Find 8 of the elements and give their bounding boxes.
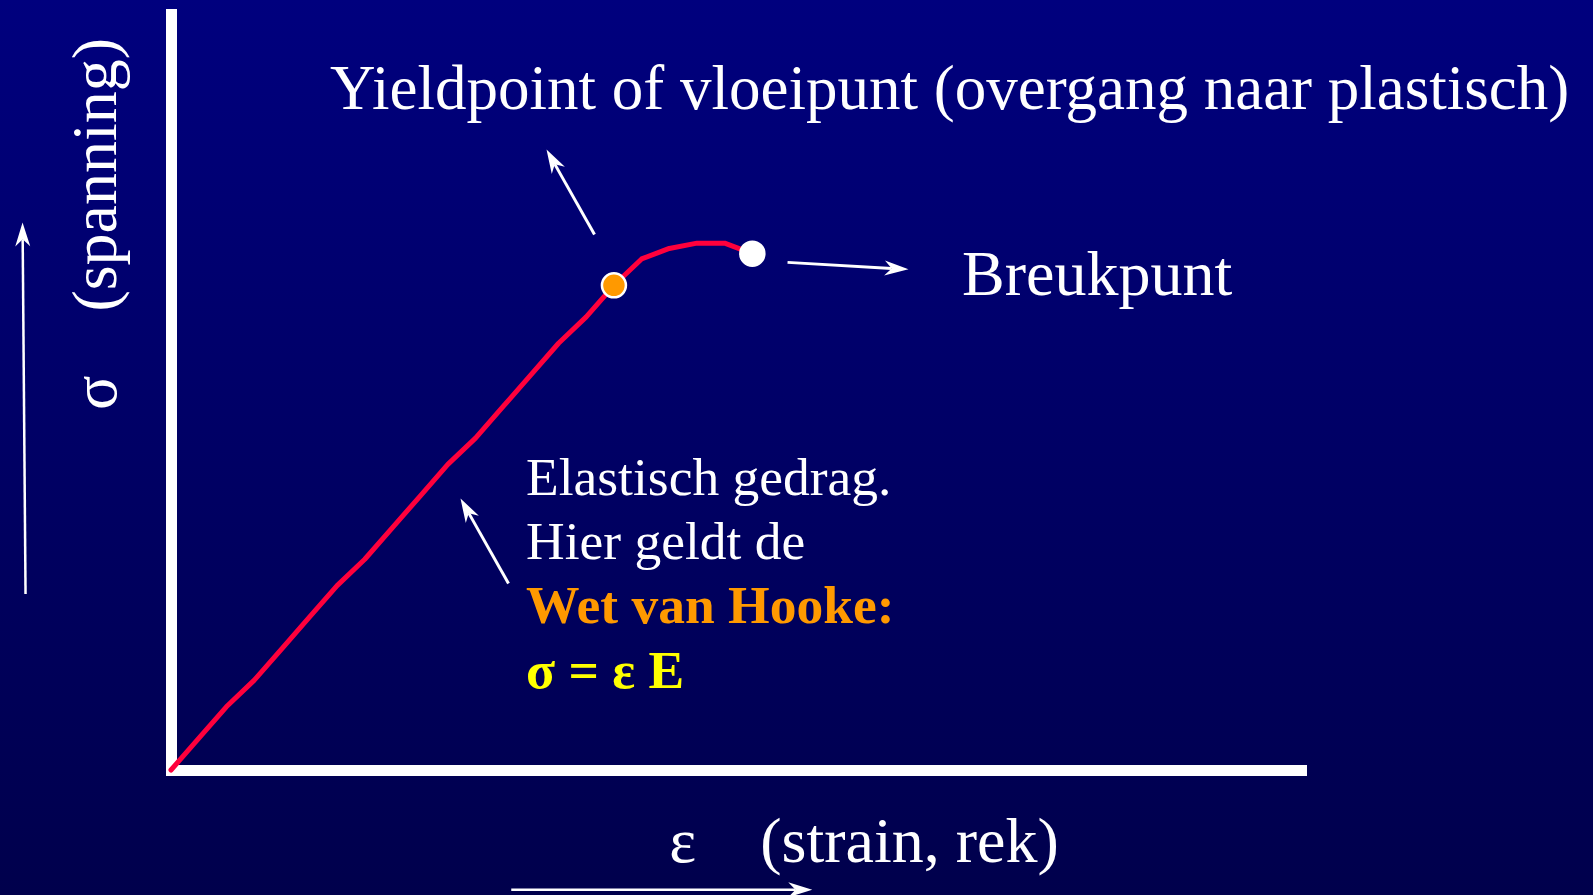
annotation: Elastisch gedrag.	[526, 447, 892, 507]
annotation: σ = ε E	[526, 640, 685, 700]
annotation: Breukpunt	[962, 238, 1233, 309]
y-axis-title: σ (spanning)	[59, 37, 130, 411]
annotation: Wet van Hooke:	[526, 575, 895, 635]
annotation: Hier geldt de	[526, 511, 806, 571]
x-axis-title: ε (strain, rek)	[669, 805, 1059, 876]
text: Yieldpoint of vloeipunt (overgang naar plastisch)	[330, 53, 1570, 123]
